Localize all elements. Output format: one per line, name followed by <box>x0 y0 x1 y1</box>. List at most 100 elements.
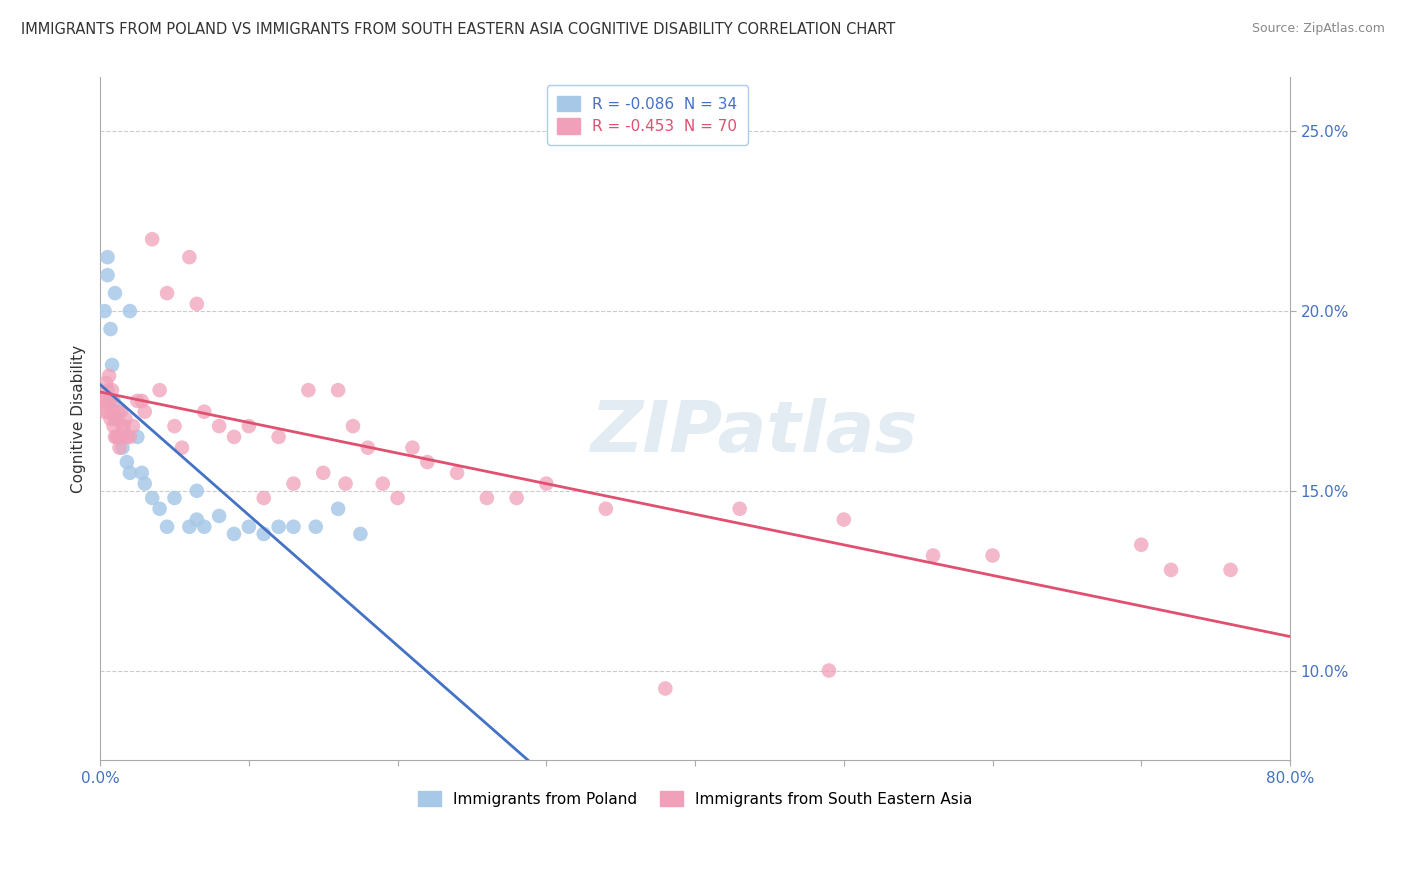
Point <box>505 491 527 505</box>
Point <box>267 430 290 444</box>
Point <box>186 483 208 498</box>
Point <box>222 430 245 444</box>
Point <box>118 466 141 480</box>
Point <box>267 520 290 534</box>
Point <box>179 520 201 534</box>
Point <box>253 527 276 541</box>
Point <box>654 681 676 696</box>
Point <box>97 383 120 397</box>
Point <box>115 455 138 469</box>
Point <box>134 405 156 419</box>
Point <box>401 441 423 455</box>
Text: Source: ZipAtlas.com: Source: ZipAtlas.com <box>1251 22 1385 36</box>
Point <box>127 393 149 408</box>
Point <box>536 476 558 491</box>
Point <box>156 286 179 301</box>
Point <box>922 549 945 563</box>
Point <box>94 393 117 408</box>
Point <box>107 405 129 419</box>
Point <box>416 455 439 469</box>
Point <box>114 412 136 426</box>
Point <box>193 520 215 534</box>
Point <box>305 520 328 534</box>
Y-axis label: Cognitive Disability: Cognitive Disability <box>72 345 86 493</box>
Legend: Immigrants from Poland, Immigrants from South Eastern Asia: Immigrants from Poland, Immigrants from … <box>411 783 980 814</box>
Point <box>208 508 231 523</box>
Point <box>104 412 127 426</box>
Point <box>101 405 124 419</box>
Point <box>475 491 498 505</box>
Point <box>98 393 121 408</box>
Point <box>179 250 201 264</box>
Point <box>103 393 125 408</box>
Point <box>97 250 120 264</box>
Point <box>100 412 122 426</box>
Point <box>111 419 134 434</box>
Point <box>981 549 1004 563</box>
Point <box>1160 563 1182 577</box>
Point <box>118 430 141 444</box>
Text: IMMIGRANTS FROM POLAND VS IMMIGRANTS FROM SOUTH EASTERN ASIA COGNITIVE DISABILIT: IMMIGRANTS FROM POLAND VS IMMIGRANTS FRO… <box>21 22 896 37</box>
Point <box>326 501 349 516</box>
Point <box>97 268 120 282</box>
Point <box>131 393 153 408</box>
Point <box>141 232 163 246</box>
Point <box>108 441 131 455</box>
Point <box>104 286 127 301</box>
Point <box>238 520 260 534</box>
Point <box>371 476 394 491</box>
Point <box>1130 538 1153 552</box>
Point <box>312 466 335 480</box>
Point <box>94 376 117 390</box>
Point <box>104 430 127 444</box>
Point <box>491 764 513 779</box>
Point <box>163 491 186 505</box>
Point <box>342 419 364 434</box>
Point <box>193 405 215 419</box>
Point <box>595 501 617 516</box>
Point <box>335 476 357 491</box>
Point <box>100 322 122 336</box>
Point <box>91 393 114 408</box>
Point <box>149 501 172 516</box>
Point <box>101 383 124 397</box>
Point <box>93 304 115 318</box>
Point <box>103 419 125 434</box>
Point <box>131 466 153 480</box>
Point <box>357 441 380 455</box>
Point <box>104 412 127 426</box>
Point <box>297 383 319 397</box>
Point <box>163 419 186 434</box>
Point <box>149 383 172 397</box>
Point <box>283 520 305 534</box>
Point <box>156 520 179 534</box>
Point <box>103 405 125 419</box>
Point <box>818 664 841 678</box>
Point <box>349 527 371 541</box>
Point <box>728 501 751 516</box>
Point <box>186 512 208 526</box>
Point <box>208 419 231 434</box>
Point <box>170 441 193 455</box>
Point <box>118 304 141 318</box>
Point <box>101 358 124 372</box>
Point <box>141 491 163 505</box>
Point <box>222 527 245 541</box>
Text: ZIPatlas: ZIPatlas <box>591 398 918 467</box>
Point <box>253 491 276 505</box>
Point <box>111 441 134 455</box>
Point <box>283 476 305 491</box>
Point <box>134 476 156 491</box>
Point <box>111 430 134 444</box>
Point <box>93 405 115 419</box>
Point <box>326 383 349 397</box>
Point <box>186 297 208 311</box>
Point <box>97 405 120 419</box>
Point <box>1219 563 1241 577</box>
Point <box>107 430 129 444</box>
Point <box>387 491 409 505</box>
Point <box>127 430 149 444</box>
Point <box>100 393 122 408</box>
Point <box>98 368 121 383</box>
Point <box>112 419 135 434</box>
